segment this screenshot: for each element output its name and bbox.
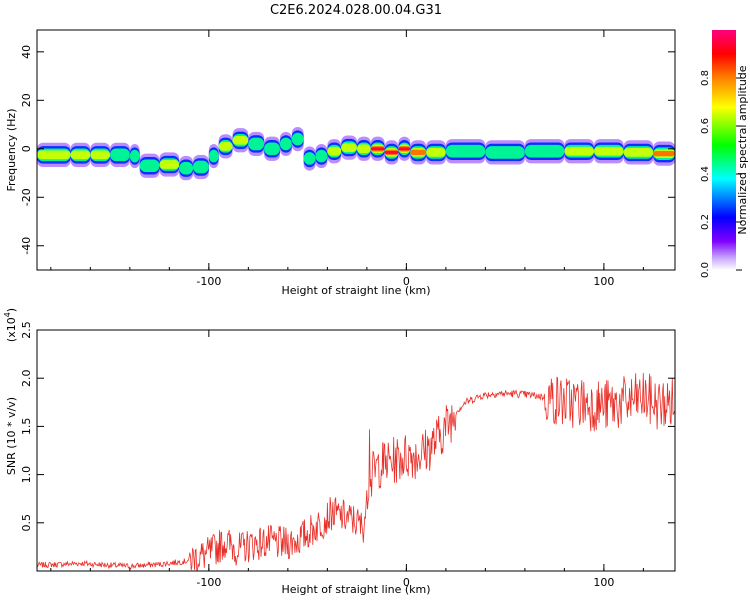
heatmap-cell bbox=[445, 144, 486, 158]
heatmap-marks bbox=[37, 126, 675, 181]
heatmap-cell bbox=[398, 147, 411, 151]
heatmap-cell bbox=[208, 149, 219, 163]
heatmap-cell bbox=[384, 150, 399, 154]
snr-panel: -100 0 100 0.5 1.0 1.5 2.0 2.5 Height of straig… bbox=[3, 308, 676, 596]
snr-plot-frame bbox=[36, 329, 676, 572]
y-tick-label: -40 bbox=[20, 237, 33, 255]
heatmap-cell bbox=[139, 159, 160, 173]
heatmap-cell bbox=[485, 146, 525, 159]
y-tick-label: 1.5 bbox=[20, 418, 33, 436]
snr-series-line bbox=[37, 372, 675, 571]
heatmap-cell bbox=[129, 149, 140, 163]
spectrogram-ticks: -100 0 100 -40 -20 0 20 40 bbox=[20, 30, 675, 288]
heatmap-cell bbox=[193, 160, 209, 174]
heatmap-cell bbox=[218, 142, 233, 151]
heatmap-cell bbox=[370, 147, 385, 151]
heatmap-cell bbox=[179, 161, 194, 175]
spectrogram-x-label: Height of straight line (km) bbox=[281, 284, 430, 297]
heatmap-cell bbox=[70, 150, 91, 160]
heatmap-cell bbox=[426, 148, 446, 157]
colorbar-tick-label: 0.0 bbox=[700, 262, 711, 278]
spectrogram-y-label: Frequency (Hz) bbox=[5, 109, 18, 192]
heatmap-cell bbox=[279, 137, 292, 151]
heatmap-cell bbox=[356, 144, 371, 154]
heatmap-cell bbox=[232, 135, 249, 145]
y-tick-label: 20 bbox=[20, 93, 33, 107]
colorbar: 0.0 0.2 0.4 0.6 0.8 Normalized spectral ampl… bbox=[700, 30, 749, 278]
heatmap-cell bbox=[291, 132, 304, 146]
spectrogram-plot-frame bbox=[36, 29, 676, 271]
snr-y-label: SNR (10 * v/v) bbox=[5, 397, 18, 475]
x-tick-label: 0 bbox=[403, 275, 410, 288]
heatmap-cell bbox=[341, 143, 357, 152]
x-tick-label: 0 bbox=[403, 576, 410, 589]
figure-title: C2E6.2024.028.00.04.G31 bbox=[270, 3, 442, 18]
heatmap-cell bbox=[90, 150, 111, 160]
x-tick-label: 100 bbox=[593, 576, 614, 589]
snr-x-label: Height of straight line (km) bbox=[281, 583, 430, 596]
y-tick-label: 1.0 bbox=[20, 466, 33, 484]
heatmap-cell bbox=[564, 146, 595, 156]
spectrogram-panel: -100 0 100 -40 -20 0 20 40 Height of straight l… bbox=[5, 29, 676, 297]
y-tick-label: -20 bbox=[20, 188, 33, 206]
heatmap-cell bbox=[37, 150, 71, 160]
heatmap-cell bbox=[248, 137, 265, 151]
heatmap-cell bbox=[594, 146, 624, 156]
colorbar-gradient bbox=[712, 30, 736, 270]
colorbar-tick-label: 0.4 bbox=[700, 166, 711, 182]
colorbar-label: Normalized spectral amplitude bbox=[736, 65, 749, 234]
heatmap-cell bbox=[524, 144, 565, 158]
colorbar-tick-label: 0.8 bbox=[700, 70, 711, 86]
heatmap-cell bbox=[315, 149, 328, 163]
heatmap-cell bbox=[653, 150, 675, 157]
x-tick-label: -100 bbox=[196, 576, 221, 589]
heatmap-cell bbox=[264, 142, 280, 156]
y-tick-label: 0 bbox=[20, 145, 33, 152]
colorbar-tick-label: 0.6 bbox=[700, 118, 711, 134]
x-tick-label: 100 bbox=[593, 275, 614, 288]
heatmap-cell bbox=[110, 148, 130, 162]
heatmap-cell bbox=[327, 146, 342, 156]
heatmap-cell bbox=[623, 148, 654, 157]
snr-ticks: -100 0 100 0.5 1.0 1.5 2.0 2.5 bbox=[20, 321, 675, 589]
colorbar-tick-label: 0.2 bbox=[700, 214, 711, 230]
snr-y-multiplier: (x104) bbox=[3, 308, 18, 342]
y-tick-label: 2.5 bbox=[20, 321, 33, 339]
colorbar-ticks: 0.0 0.2 0.4 0.6 0.8 bbox=[700, 70, 742, 278]
heatmap-cell bbox=[159, 160, 180, 169]
y-tick-label: 40 bbox=[20, 45, 33, 59]
y-tick-label: 0.5 bbox=[20, 514, 33, 532]
heatmap-cell bbox=[410, 149, 427, 156]
x-tick-label: -100 bbox=[196, 275, 221, 288]
y-tick-label: 2.0 bbox=[20, 369, 33, 387]
heatmap-cell bbox=[303, 152, 316, 165]
